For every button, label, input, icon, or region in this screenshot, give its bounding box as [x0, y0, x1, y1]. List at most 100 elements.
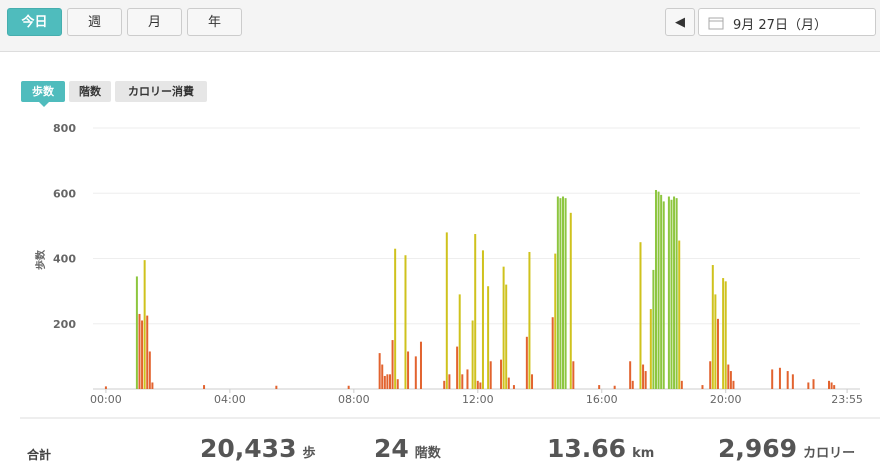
bar: [828, 380, 831, 389]
bar: [572, 361, 575, 389]
bar: [729, 371, 732, 389]
bar: [512, 385, 515, 389]
tab-pointer: [39, 102, 49, 107]
tab[interactable]: カロリー消費: [115, 81, 207, 102]
bar: [443, 380, 446, 389]
bar: [598, 385, 601, 389]
bar: [466, 369, 469, 389]
bar: [569, 212, 572, 389]
bar: [711, 265, 714, 389]
bar: [675, 198, 678, 389]
bar: [138, 313, 141, 389]
x-tick-label: 16:00: [586, 393, 618, 406]
summary-item: 24 階数: [374, 434, 441, 463]
x-tick-label: 12:00: [462, 393, 494, 406]
bar: [639, 242, 642, 389]
calendar-icon: [708, 17, 724, 30]
bar: [649, 309, 652, 389]
bar: [562, 196, 565, 389]
date-text: 9月 27日（月）: [733, 18, 827, 33]
summary-item: 2,969 カロリー: [718, 434, 855, 463]
bar: [474, 234, 477, 389]
bar: [833, 385, 836, 389]
bar: [652, 269, 655, 389]
bar: [564, 198, 567, 389]
period-button[interactable]: 週: [67, 8, 122, 36]
bar: [203, 385, 206, 389]
bar: [786, 371, 789, 389]
bar: [458, 294, 461, 389]
tab[interactable]: 歩数: [21, 81, 65, 102]
bar: [456, 346, 459, 389]
bar: [525, 336, 528, 389]
bar: [812, 379, 815, 389]
prev-day-button[interactable]: ◀: [665, 8, 695, 36]
y-tick-label: 200: [53, 318, 76, 331]
bar: [660, 194, 663, 389]
date-field[interactable]: 9月 27日（月）: [698, 8, 876, 36]
bar: [830, 382, 833, 389]
bar: [807, 382, 810, 389]
bar: [667, 196, 670, 389]
bar: [396, 379, 399, 389]
summary-value: 24: [374, 434, 409, 463]
bar: [716, 318, 719, 389]
bar: [148, 351, 151, 389]
bar: [135, 276, 138, 389]
bar: [388, 374, 391, 389]
bar: [554, 253, 557, 389]
bar: [407, 351, 410, 389]
bar: [489, 361, 492, 389]
bar: [732, 380, 735, 389]
summary-unit: カロリー: [803, 446, 856, 461]
bar: [507, 377, 510, 389]
bar: [347, 385, 350, 389]
y-tick-label: 400: [53, 253, 76, 266]
period-button[interactable]: 今日: [7, 8, 62, 36]
summary-unit: 階数: [414, 446, 441, 461]
bar: [391, 340, 394, 389]
x-tick-label: 08:00: [338, 393, 370, 406]
summary-unit: 歩: [302, 446, 316, 461]
bar: [386, 374, 389, 389]
bar: [642, 364, 645, 389]
bar: [613, 385, 616, 389]
bar: [551, 317, 554, 389]
x-tick-label: 04:00: [214, 393, 246, 406]
y-tick-label: 800: [53, 122, 76, 135]
summary-value: 2,969: [718, 434, 798, 463]
bar: [670, 199, 673, 389]
summary-item: 20,433 歩: [200, 434, 316, 463]
bar: [143, 260, 146, 389]
bar: [378, 353, 381, 389]
bar: [419, 341, 422, 389]
bar: [479, 382, 482, 389]
bar: [146, 315, 149, 389]
bar: [709, 361, 712, 389]
bar: [383, 375, 386, 389]
bar: [531, 374, 534, 389]
bar: [151, 382, 154, 389]
bar: [644, 371, 647, 389]
bar: [559, 198, 562, 389]
summary-item: 13.66 km: [547, 434, 654, 463]
bar: [654, 189, 657, 389]
bar: [461, 374, 464, 389]
period-button[interactable]: 年: [187, 8, 242, 36]
chart: 歩数 200 400 600 800 00:00 04:00 08:00 12:00 16:00…: [20, 122, 880, 419]
bar: [448, 374, 451, 389]
x-tick-label: 20:00: [710, 393, 742, 406]
bar: [673, 196, 676, 389]
bar: [556, 196, 559, 389]
bar: [701, 385, 704, 389]
bar: [771, 369, 774, 389]
tab[interactable]: 階数: [69, 81, 111, 102]
toolbar: 今日 週 月 年 ◀ 9月 27日（月）: [0, 0, 880, 52]
summary-value: 20,433: [200, 434, 297, 463]
bar: [381, 364, 384, 389]
bar: [471, 320, 474, 389]
bar: [629, 361, 632, 389]
period-button[interactable]: 月: [127, 8, 182, 36]
bar: [657, 191, 660, 389]
bar: [414, 356, 417, 389]
